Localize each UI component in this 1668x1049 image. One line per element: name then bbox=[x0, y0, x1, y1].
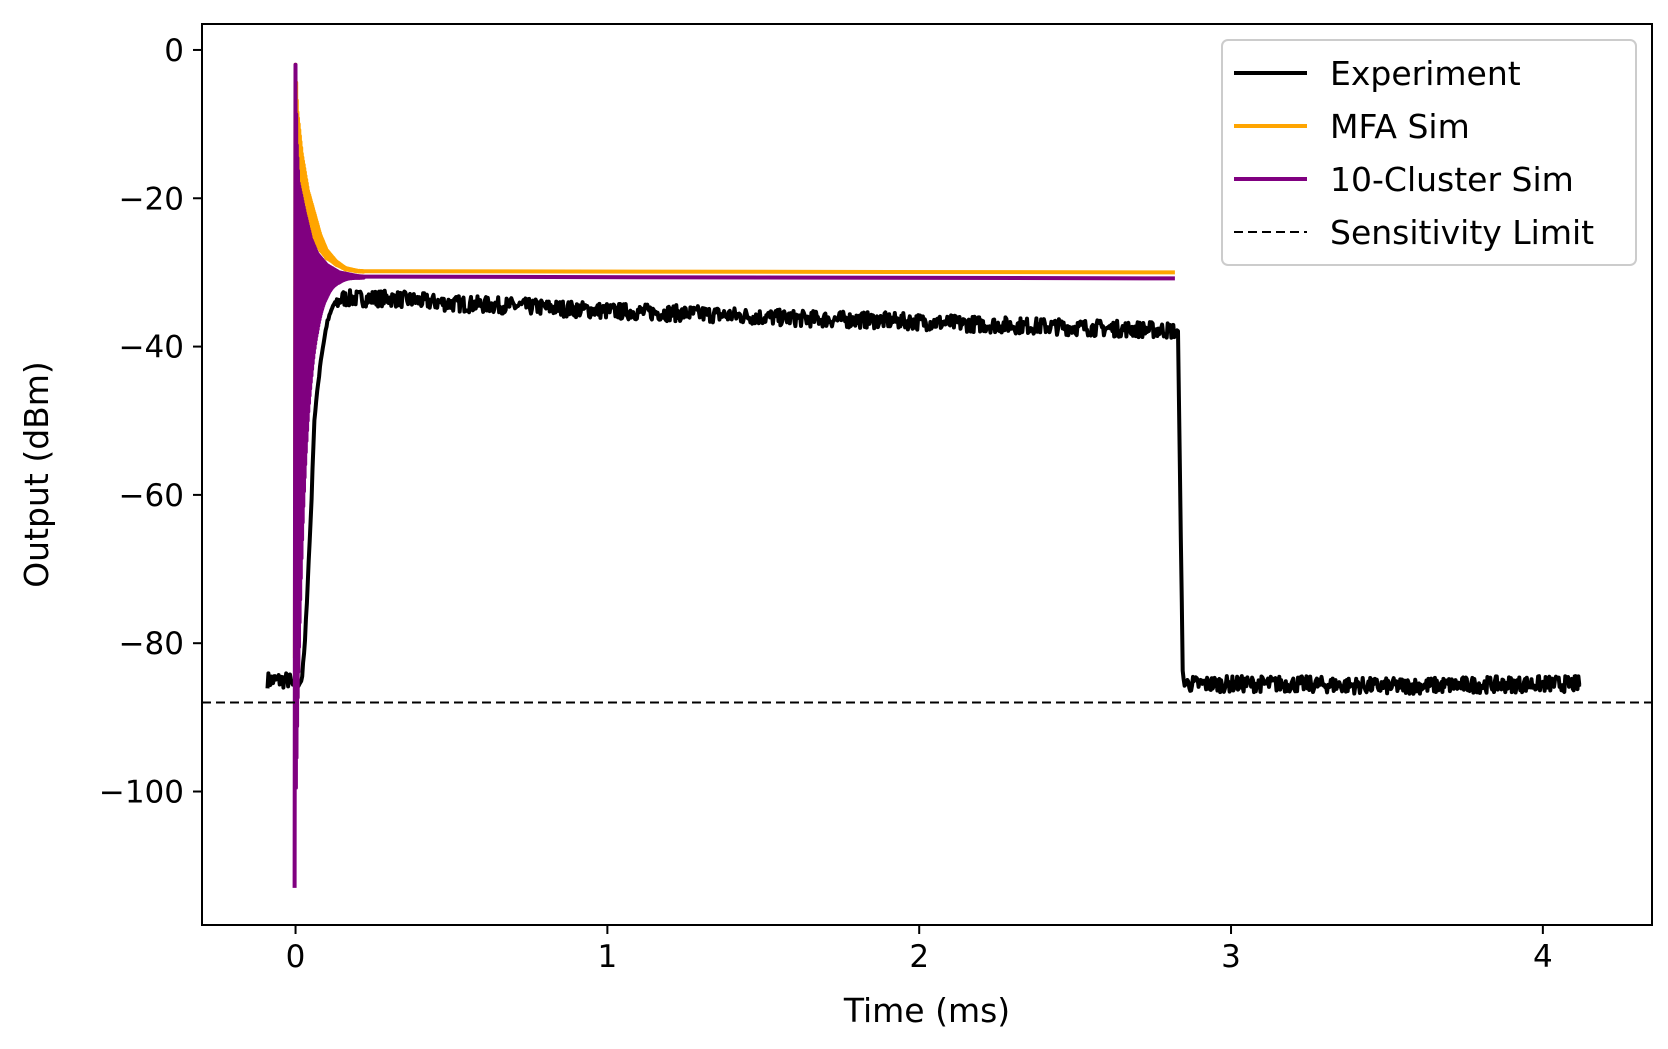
x-tick-label: 1 bbox=[598, 939, 618, 975]
y-axis-label: Output (dBm) bbox=[17, 361, 56, 588]
y-tick-label: −60 bbox=[119, 478, 184, 514]
y-tick-label: −100 bbox=[99, 775, 184, 811]
y-tick-label: −40 bbox=[119, 330, 184, 366]
y-tick-label: −80 bbox=[119, 626, 184, 662]
legend-label: 10-Cluster Sim bbox=[1330, 160, 1574, 199]
series-line-10-cluster-sim bbox=[292, 62, 1175, 888]
legend-label: Sensitivity Limit bbox=[1330, 213, 1594, 252]
series-layer bbox=[202, 62, 1652, 888]
x-tick-label: 0 bbox=[286, 939, 306, 975]
series-line-mfa-sim bbox=[292, 62, 1175, 659]
y-tick-label: 0 bbox=[164, 33, 184, 69]
x-tick-label: 2 bbox=[909, 939, 929, 975]
series-line-experiment bbox=[265, 288, 1582, 696]
x-tick-label: 3 bbox=[1221, 939, 1241, 975]
legend-label: MFA Sim bbox=[1330, 107, 1470, 146]
y-tick-label: −20 bbox=[119, 181, 184, 217]
x-tick-label: 4 bbox=[1533, 939, 1553, 975]
plot-frame bbox=[201, 23, 1653, 926]
y-axis: 0 −20 −40 −60 −80 −100 bbox=[99, 33, 202, 811]
x-axis-label: Time (ms) bbox=[843, 991, 1010, 1030]
legend: Experiment MFA Sim 10-Cluster Sim Sensitivi… bbox=[1221, 39, 1637, 266]
x-axis: 0 1 2 3 4 bbox=[286, 925, 1553, 975]
legend-box bbox=[1221, 39, 1637, 266]
legend-label: Experiment bbox=[1330, 54, 1521, 93]
